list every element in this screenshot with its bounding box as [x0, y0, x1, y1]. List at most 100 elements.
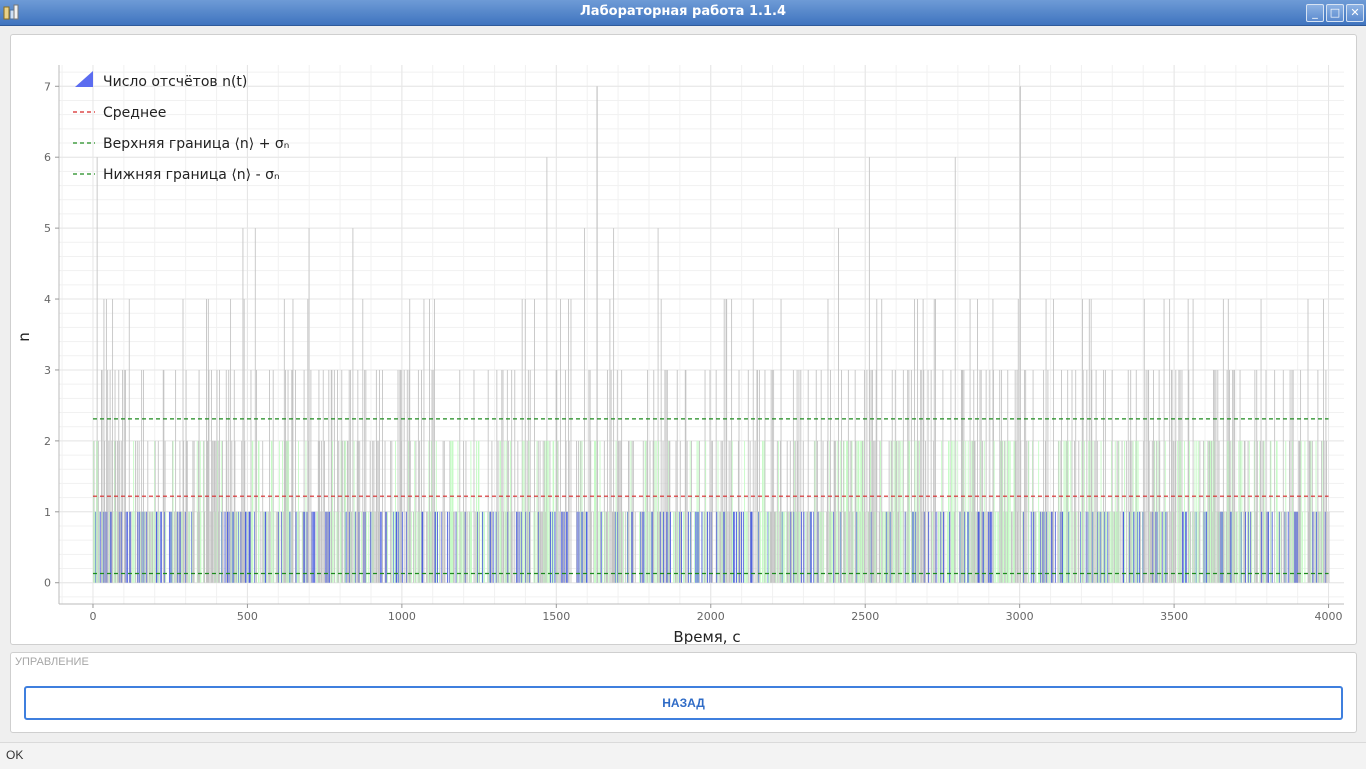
- count-bar: [200, 511, 202, 583]
- count-bar: [660, 511, 662, 583]
- count-bar: [444, 511, 446, 583]
- count-bar: [517, 440, 519, 583]
- count-bar: [422, 511, 424, 583]
- count-bar: [909, 440, 910, 583]
- count-bar: [967, 511, 969, 583]
- count-bar: [817, 440, 818, 583]
- count-bar: [676, 369, 678, 583]
- count-bar: [110, 511, 112, 583]
- count-bar: [1063, 440, 1065, 583]
- count-bar: [1067, 369, 1069, 583]
- count-bar: [103, 299, 105, 583]
- count-bar: [203, 440, 205, 583]
- count-bar: [1171, 369, 1173, 583]
- back-button[interactable]: НАЗАД: [24, 686, 1343, 720]
- count-bar: [146, 511, 148, 583]
- count-bar: [1002, 440, 1004, 583]
- count-bar: [565, 440, 567, 583]
- count-bar: [712, 440, 713, 583]
- count-bar: [193, 440, 195, 583]
- count-bar: [1172, 511, 1174, 583]
- count-bar: [631, 440, 633, 583]
- count-bar: [1124, 440, 1125, 583]
- count-bar: [602, 511, 603, 583]
- count-bar: [1315, 440, 1317, 583]
- count-bar: [324, 440, 325, 583]
- count-bar: [1156, 511, 1158, 583]
- count-bar: [1209, 440, 1211, 583]
- count-bar: [1035, 511, 1037, 583]
- count-bar: [1266, 511, 1268, 583]
- count-bar: [1318, 511, 1320, 583]
- count-bar: [432, 511, 434, 583]
- count-bar: [1174, 440, 1176, 583]
- count-bar: [792, 369, 794, 583]
- count-bar: [1326, 511, 1328, 583]
- count-bar: [393, 511, 395, 583]
- count-bar: [1048, 511, 1050, 583]
- count-bar: [872, 369, 873, 583]
- count-bar: [252, 440, 254, 583]
- count-bar: [1222, 299, 1224, 583]
- count-bar: [649, 440, 651, 583]
- count-bar: [1259, 440, 1261, 583]
- count-bar: [1074, 440, 1075, 583]
- count-bar: [1088, 299, 1090, 583]
- count-bar: [630, 440, 632, 583]
- count-bar: [721, 440, 723, 583]
- x-tick-label: 2000: [697, 610, 725, 623]
- count-bar: [473, 369, 475, 583]
- count-bar: [831, 511, 833, 583]
- count-bar: [913, 511, 915, 583]
- count-bar: [1081, 440, 1083, 583]
- count-bar: [946, 511, 948, 583]
- count-bar: [664, 369, 666, 583]
- count-bar: [226, 440, 228, 583]
- count-bar: [101, 369, 102, 583]
- count-bar: [245, 511, 247, 583]
- count-bar: [455, 511, 457, 583]
- count-bar: [673, 511, 674, 583]
- count-bar: [570, 299, 572, 583]
- count-bar: [1051, 511, 1053, 583]
- count-bar: [139, 511, 141, 583]
- count-bar: [930, 369, 932, 583]
- count-bar: [786, 511, 788, 583]
- close-icon[interactable]: ✕: [1346, 4, 1364, 22]
- count-bar: [1009, 440, 1011, 583]
- minimize-icon[interactable]: _: [1306, 4, 1324, 22]
- count-bar: [1224, 511, 1226, 583]
- maximize-icon[interactable]: □: [1326, 4, 1344, 22]
- count-bar: [1268, 511, 1269, 583]
- count-bar: [1216, 511, 1218, 583]
- count-bar: [756, 369, 758, 583]
- count-bar: [397, 369, 399, 583]
- count-bar: [1177, 440, 1179, 583]
- count-bar: [948, 440, 950, 583]
- count-bar: [96, 440, 97, 583]
- count-bar: [954, 511, 956, 583]
- count-bar: [894, 369, 896, 583]
- count-bar: [497, 511, 498, 583]
- count-bar: [369, 440, 371, 583]
- count-bar: [646, 440, 648, 583]
- count-bar: [1160, 511, 1162, 583]
- count-bar: [658, 511, 660, 583]
- count-bar: [978, 511, 980, 583]
- count-bar: [797, 511, 799, 583]
- count-bar: [1045, 299, 1047, 583]
- count-bar: [707, 511, 708, 583]
- count-bar: [173, 511, 175, 583]
- count-bar: [1322, 299, 1324, 583]
- count-bar: [144, 511, 146, 583]
- count-bar: [332, 440, 333, 583]
- count-bar: [432, 369, 434, 583]
- count-bar: [1011, 511, 1012, 583]
- count-bar: [983, 511, 985, 583]
- count-bar: [616, 369, 618, 583]
- count-bar: [129, 511, 131, 583]
- count-bar: [278, 511, 280, 583]
- count-bar: [1167, 511, 1169, 583]
- count-bar: [836, 440, 838, 583]
- count-bar: [904, 511, 906, 583]
